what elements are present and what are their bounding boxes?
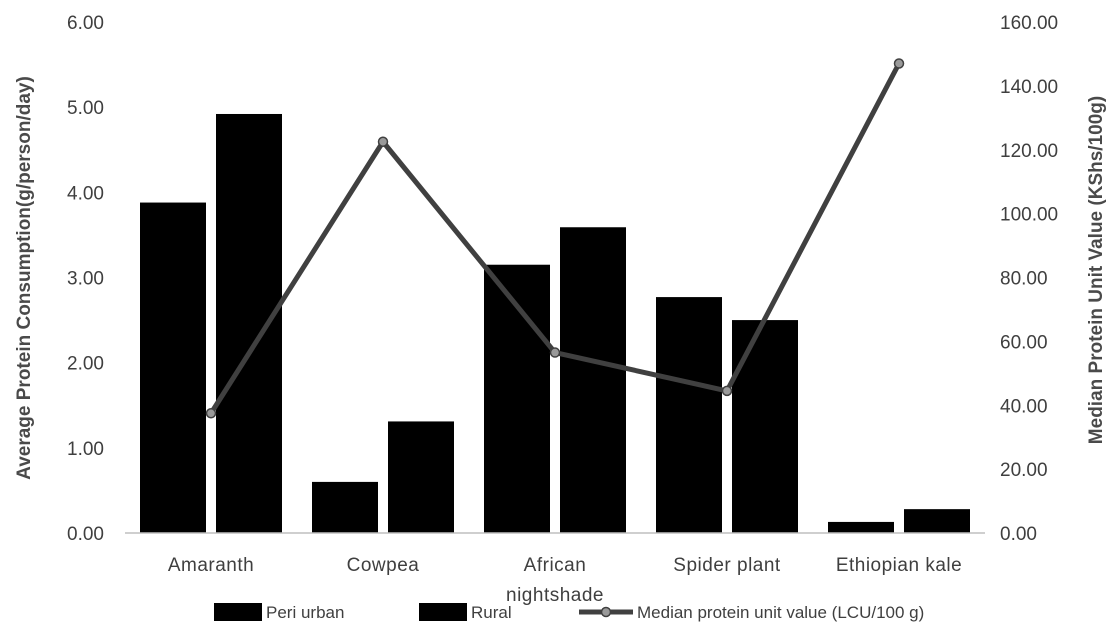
bar-rural-3 [560, 227, 626, 534]
category-label-3: African nightshade [506, 555, 604, 606]
line-point-4 [721, 385, 733, 397]
right-tick-label: 100.00 [1000, 205, 1058, 226]
bar-peri-urban-5 [828, 521, 894, 533]
left-tick-label: 6.00 [67, 13, 104, 34]
bar-rural-1 [216, 113, 282, 533]
bar-rural-5 [904, 509, 970, 533]
right-tick-label: 60.00 [1000, 332, 1048, 353]
line-layer [205, 58, 905, 419]
legend-label-median-protein-unit-value: Median protein unit value (LCU/100 g) [637, 603, 924, 622]
line-point-3 [549, 347, 561, 358]
category-labels-layer: Amaranth Cowpea African nightshade Spider pl… [168, 555, 962, 606]
bars-layer [140, 113, 970, 534]
left-axis-title: Average Protein Consumption(g/person/day… [14, 76, 35, 480]
left-tick-label: 1.00 [67, 439, 104, 460]
legend-label-rural: Rural [471, 603, 512, 622]
tick-labels-layer: 0.00 1.00 2.00 3.00 4.00 5.00 6.00 0.00 20.00 40.… [67, 13, 1058, 545]
left-tick-label: 5.00 [67, 98, 104, 119]
bar-rural-4 [732, 320, 798, 533]
right-tick-label: 40.00 [1000, 396, 1048, 417]
right-tick-label: 160.00 [1000, 13, 1058, 34]
category-label-2: Cowpea [347, 555, 420, 576]
bar-peri-urban-1 [140, 202, 206, 533]
legend-swatch-peri-urban [214, 603, 262, 621]
bar-peri-urban-4 [656, 297, 722, 533]
bar-rural-2 [388, 421, 454, 533]
category-label-4: Spider plant [673, 555, 781, 576]
right-tick-label: 120.00 [1000, 141, 1058, 162]
right-tick-label: 0.00 [1000, 524, 1037, 545]
legend-label-peri-urban: Peri urban [266, 603, 344, 622]
legend: Peri urban Rural Median protein unit value… [214, 603, 924, 622]
left-tick-label: 0.00 [67, 524, 104, 545]
left-tick-label: 4.00 [67, 183, 104, 204]
bar-peri-urban-2 [312, 481, 378, 533]
category-label-5: Ethiopian kale [836, 555, 962, 576]
right-tick-label: 20.00 [1000, 460, 1048, 481]
legend-swatch-rural [419, 603, 467, 621]
category-label-1: Amaranth [168, 555, 254, 576]
right-axis-title: Median Protein Unit Value (KShs/100g) [1086, 96, 1107, 444]
right-tick-label: 140.00 [1000, 77, 1058, 98]
line-point-1 [205, 407, 217, 419]
line-point-2 [377, 136, 389, 148]
left-tick-label: 2.00 [67, 354, 104, 375]
line-point-5 [893, 58, 905, 69]
legend-marker [600, 606, 612, 618]
left-tick-label: 3.00 [67, 269, 104, 290]
right-tick-label: 80.00 [1000, 269, 1048, 290]
